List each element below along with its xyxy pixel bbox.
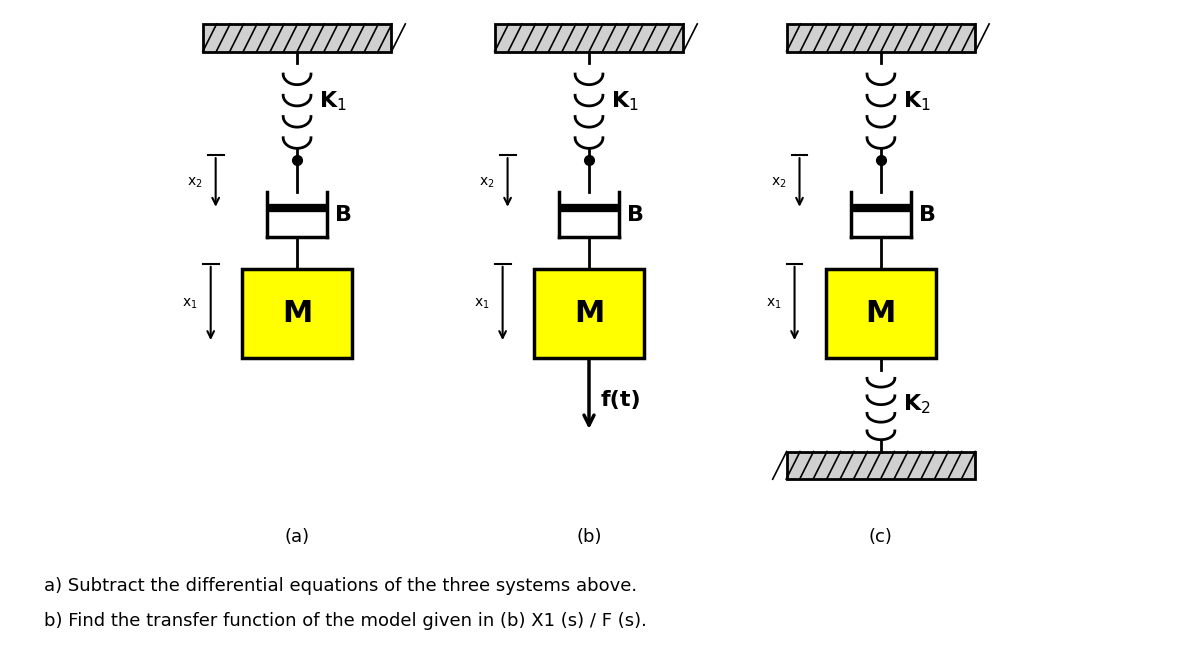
Text: x$_1$: x$_1$ xyxy=(766,296,782,311)
Text: x$_2$: x$_2$ xyxy=(771,176,786,190)
Text: K$_1$: K$_1$ xyxy=(611,89,639,113)
Text: K$_2$: K$_2$ xyxy=(903,393,930,417)
Text: K$_1$: K$_1$ xyxy=(903,89,930,113)
Text: M: M xyxy=(282,299,312,328)
Text: (a): (a) xyxy=(284,527,310,545)
Text: B: B xyxy=(627,204,644,224)
Text: (b): (b) xyxy=(577,527,601,545)
Text: x$_1$: x$_1$ xyxy=(474,296,489,311)
Text: x$_2$: x$_2$ xyxy=(479,176,495,190)
Text: K$_1$: K$_1$ xyxy=(320,89,347,113)
Text: B: B xyxy=(918,204,936,224)
Text: B: B xyxy=(335,204,351,224)
Text: f(t): f(t) xyxy=(601,390,641,409)
Text: M: M xyxy=(574,299,604,328)
Bar xyxy=(786,24,975,52)
Text: (c): (c) xyxy=(869,527,893,545)
Bar xyxy=(826,269,936,358)
Text: a) Subtract the differential equations of the three systems above.: a) Subtract the differential equations o… xyxy=(44,577,637,595)
Text: M: M xyxy=(865,299,896,328)
Text: x$_2$: x$_2$ xyxy=(187,176,203,190)
Text: b) Find the transfer function of the model given in (b) X1 (s) / F (s).: b) Find the transfer function of the mod… xyxy=(44,612,647,630)
Bar xyxy=(786,452,975,479)
Bar xyxy=(243,269,351,358)
Text: x$_1$: x$_1$ xyxy=(183,296,198,311)
Bar xyxy=(495,24,684,52)
Bar xyxy=(203,24,391,52)
Bar xyxy=(534,269,644,358)
